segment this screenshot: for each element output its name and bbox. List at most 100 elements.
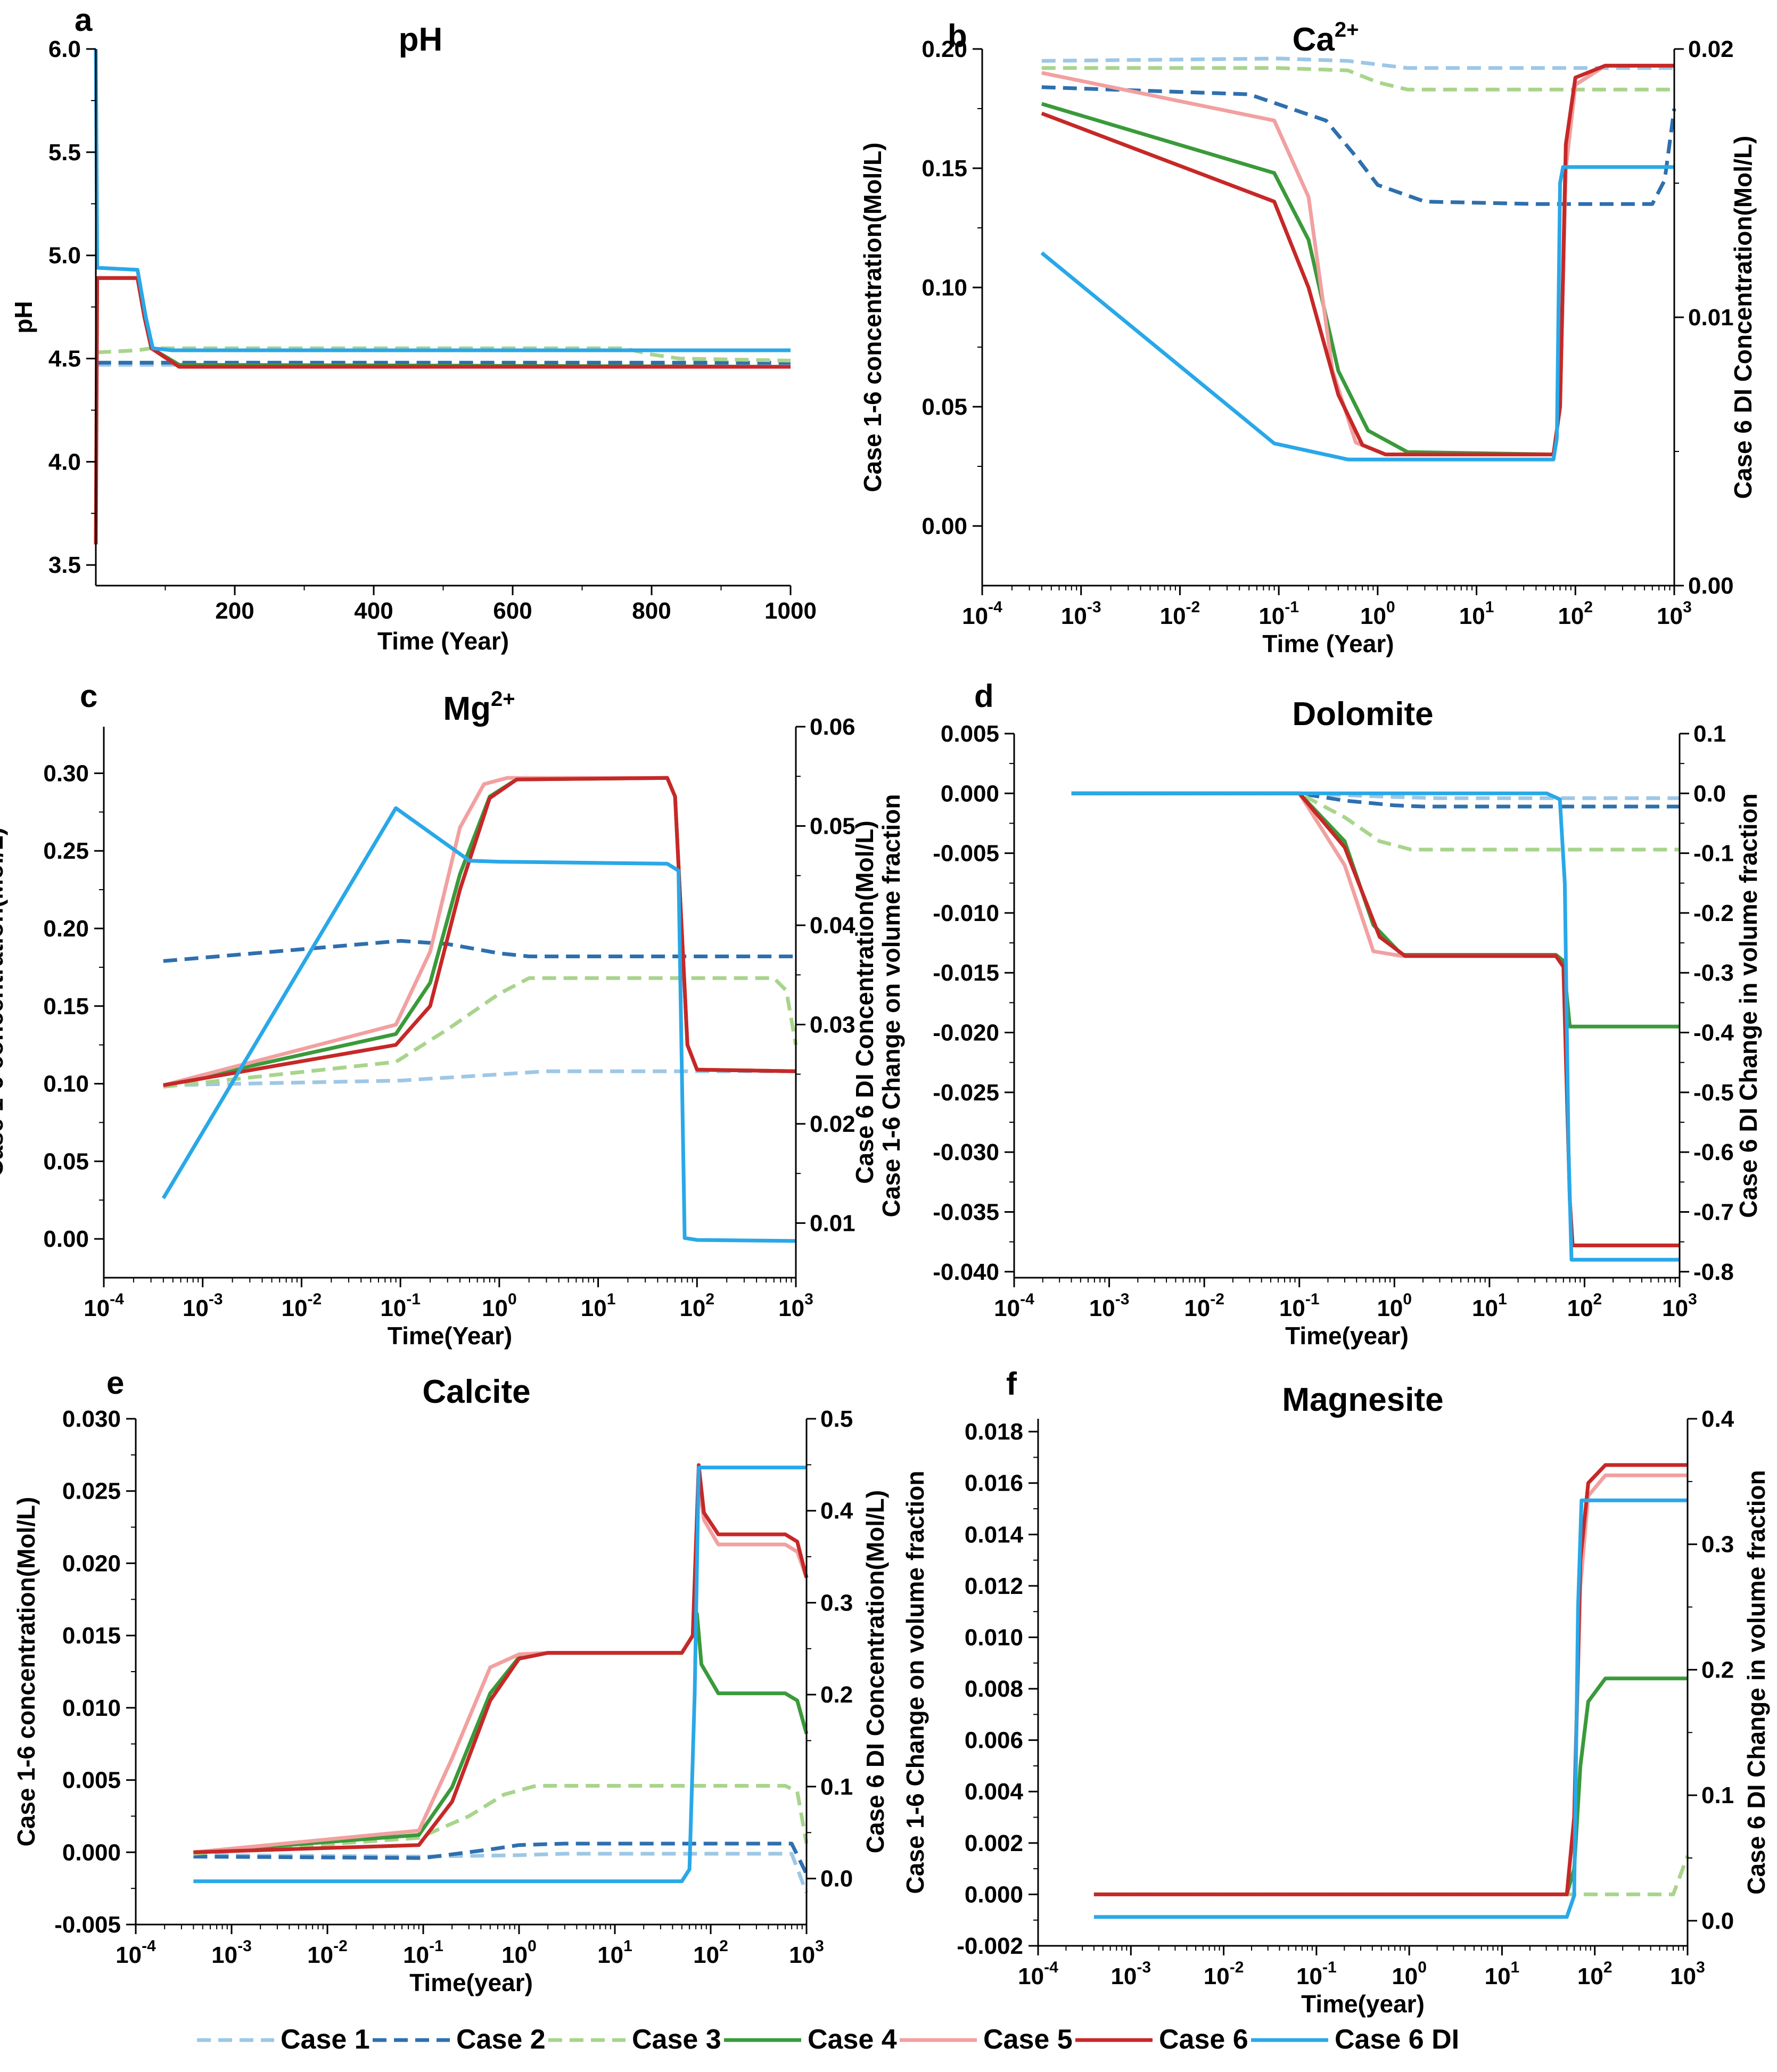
x-tick-exponent: -2: [1210, 1290, 1224, 1308]
x-tick-base: 10: [282, 1295, 308, 1321]
y-tick-label: 0.006: [965, 1728, 1023, 1754]
y-tick-label: 0.05: [922, 394, 967, 420]
y-axis-label: pH: [10, 301, 37, 333]
x-tick-base: 10: [1662, 1295, 1688, 1321]
legend-item-c4: Case 4: [724, 2024, 897, 2055]
x-tick-base: 10: [1377, 1295, 1403, 1321]
y2-axis-label: Case 6 DI Change in volume fraction: [1734, 793, 1762, 1218]
x-tick-base: 10: [501, 1942, 528, 1968]
y2-tick-label: 0.3: [820, 1590, 853, 1616]
y-tick-label: 0.30: [43, 760, 89, 786]
y-tick-label: 0.10: [43, 1071, 89, 1097]
x-tick-exponent: 0: [1418, 1959, 1427, 1976]
panel-letter: f: [1006, 1366, 1017, 1402]
x-tick-base: 10: [1258, 603, 1285, 629]
x-tick-label: 400: [354, 598, 393, 624]
series-line-c4: [1071, 791, 1680, 1029]
x-tick-label: 101: [1485, 1959, 1520, 1989]
x-axis-label: Time(Year): [388, 1322, 512, 1350]
x-tick-label: 103: [1662, 1290, 1697, 1321]
y-tick-label: 4.0: [48, 449, 81, 475]
x-tick-exponent: 3: [1688, 1290, 1697, 1308]
y-tick-label: 0.002: [965, 1830, 1023, 1856]
series-line-c6: [163, 776, 796, 1087]
y-tick-label: 0.005: [62, 1767, 121, 1794]
x-tick-exponent: 3: [815, 1937, 824, 1955]
y-tick-label: -0.030: [933, 1139, 999, 1165]
y-tick-label: 0.016: [965, 1470, 1023, 1497]
y2-axis-label: Case 6 DI Concentration(Mol/L): [1729, 136, 1757, 499]
x-tick-base: 10: [1089, 1295, 1115, 1321]
x-tick-exponent: -4: [110, 1290, 124, 1308]
y-tick-label: 0.000: [62, 1839, 121, 1865]
y-tick-label: 0.012: [965, 1573, 1023, 1599]
x-tick-exponent: -3: [209, 1290, 223, 1308]
chart-title-text: Ca: [1293, 21, 1335, 58]
x-axis-label: Time (Year): [1262, 630, 1394, 657]
x-tick-label: 10-3: [1110, 1959, 1151, 1989]
panel-letter: d: [974, 678, 994, 714]
x-tick-exponent: -3: [1115, 1290, 1130, 1308]
series-line-c5: [1071, 791, 1680, 1247]
series-line-c1: [193, 1852, 809, 1894]
legend-item-c5: Case 5: [900, 2024, 1073, 2055]
x-tick-base: 10: [1061, 603, 1087, 629]
x-tick-exponent: 3: [1696, 1959, 1705, 1976]
y2-tick-label: 0.5: [820, 1406, 853, 1432]
panel-letter: a: [75, 2, 93, 38]
x-tick-label: 10-3: [1089, 1290, 1130, 1321]
x-tick-exponent: 0: [528, 1937, 537, 1955]
chart-title-text: pH: [399, 21, 443, 58]
y-tick-label: 0.00: [43, 1226, 89, 1252]
y-tick-label: 4.5: [48, 346, 81, 372]
y-tick-label: 5.5: [48, 139, 81, 166]
y-tick-label: -0.035: [933, 1199, 999, 1225]
series-line-c6: [1041, 63, 1674, 457]
panel-letter: c: [80, 678, 97, 714]
x-tick-exponent: 2: [1593, 1290, 1602, 1308]
y2-tick-label: 0.0: [1701, 1908, 1734, 1934]
y2-tick-label: 0.1: [820, 1774, 853, 1800]
x-tick-label: 102: [1558, 598, 1593, 629]
x-tick-base: 10: [84, 1295, 110, 1321]
x-tick-label: 10-4: [84, 1290, 124, 1321]
y-tick-label: 0.010: [965, 1624, 1023, 1650]
x-tick-exponent: 0: [508, 1290, 517, 1308]
series-line-c6: [193, 1463, 809, 1854]
y-axis-label: Case 1-6 concentration(Mol/L): [859, 143, 886, 492]
chart-title: Magnesite: [1282, 1382, 1443, 1418]
y2-tick-label: 0.03: [810, 1012, 855, 1038]
x-tick-label: 10-1: [1279, 1290, 1320, 1321]
x-tick-label: 10-2: [1204, 1959, 1244, 1989]
y-tick-label: 0.000: [941, 780, 999, 807]
chart-title-text: Dolomite: [1292, 696, 1433, 733]
legend-label: Case 6: [1159, 2024, 1248, 2055]
x-tick-base: 10: [1472, 1295, 1498, 1321]
x-tick-exponent: -4: [1044, 1959, 1058, 1976]
x-tick-label: 10-2: [307, 1937, 348, 1968]
series-line-c2: [1071, 791, 1680, 809]
x-tick-base: 10: [778, 1295, 804, 1321]
x-tick-label: 1000: [764, 598, 817, 624]
x-tick-label: 103: [1657, 598, 1692, 629]
y2-tick-label: 0.3: [1701, 1532, 1734, 1558]
series-line-c6di: [1093, 1498, 1688, 1919]
y-tick-label: 0.030: [62, 1406, 121, 1432]
series-line-c6di: [1071, 791, 1680, 1262]
series-group: [1093, 1463, 1690, 1919]
series-line-c3: [1093, 1855, 1690, 1896]
y-tick-label: 0.014: [965, 1522, 1024, 1548]
chart-title-text: Magnesite: [1282, 1382, 1443, 1418]
y-tick-label: 6.0: [48, 36, 81, 62]
y2-tick-label: -0.1: [1693, 841, 1734, 867]
x-tick-label: 103: [778, 1290, 813, 1321]
x-tick-exponent: 2: [719, 1937, 728, 1955]
x-tick-exponent: -1: [1322, 1959, 1337, 1976]
x-tick-label: 100: [482, 1290, 517, 1321]
x-tick-base: 10: [1110, 1963, 1137, 1989]
x-tick-base: 10: [1018, 1963, 1044, 1989]
x-tick-exponent: -1: [406, 1290, 421, 1308]
x-axis-label: Time (Year): [377, 627, 509, 655]
